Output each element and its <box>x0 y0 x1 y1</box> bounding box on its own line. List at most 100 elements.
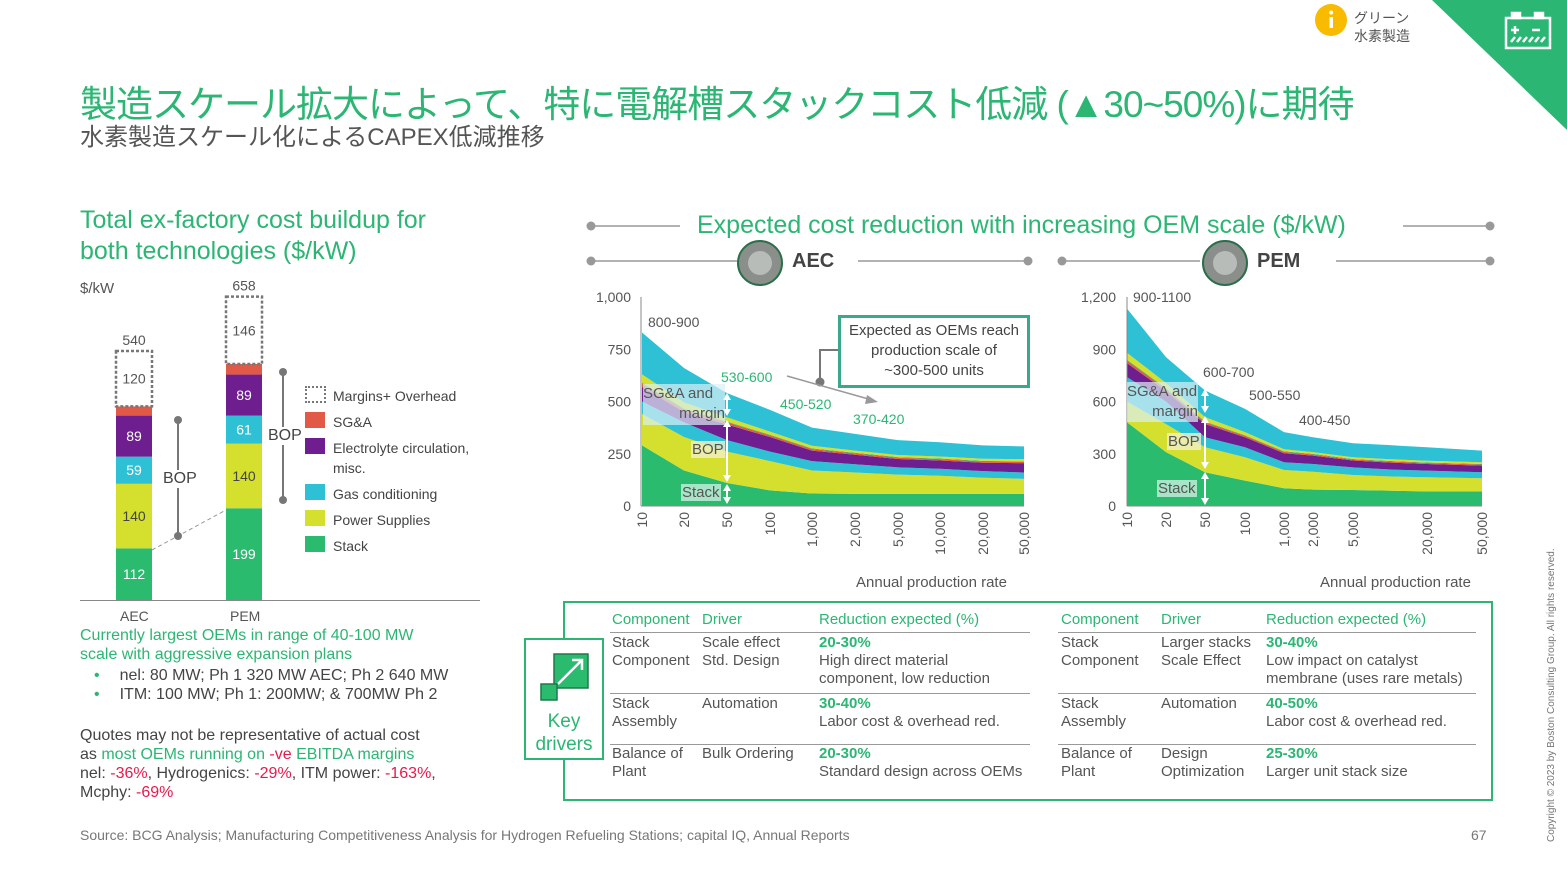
scale-up-icon <box>540 653 589 701</box>
arrow-head <box>723 409 731 416</box>
x-tick-label: 50,000 <box>1016 512 1032 555</box>
bracket-dot <box>174 416 182 424</box>
category-line: グリーン <box>1354 10 1410 26</box>
bar-baseline <box>80 600 480 601</box>
row-separator <box>610 632 1030 633</box>
title-line: both technologies ($/kW) <box>80 237 357 265</box>
key-drivers-box: Key drivers <box>524 638 604 760</box>
x-tick-label: 20,000 <box>975 512 991 555</box>
bracket-dot <box>279 496 287 504</box>
arrow-head <box>1201 389 1209 396</box>
cell-component: Balance of Plant <box>1061 745 1132 781</box>
bar-segment <box>116 548 152 600</box>
legend-swatch <box>305 412 325 428</box>
label-line: drivers <box>535 734 593 755</box>
cell-line: Labor cost & overhead red. <box>819 713 1000 730</box>
x-tick-label: 10 <box>1119 512 1135 528</box>
bar-segment <box>116 406 152 416</box>
y-tick-label: 1,200 <box>1081 289 1116 305</box>
bar-value-label: 61 <box>236 422 252 438</box>
area-layer <box>1127 401 1482 492</box>
bar-segment <box>116 415 152 457</box>
note-line: Currently largest OEMs in range of 40-10… <box>80 627 414 644</box>
bar-segment <box>226 508 262 600</box>
y-tick-label: 750 <box>608 341 632 357</box>
y-tick-label: 900 <box>1093 341 1117 357</box>
right-section-title: Expected cost reduction with increasing … <box>697 211 1346 239</box>
cell-driver: Bulk Ordering <box>702 745 794 763</box>
cell-line: Stack <box>612 634 650 651</box>
cell-line: Automation <box>702 695 778 712</box>
x-tick-label: 2,000 <box>1305 512 1321 547</box>
overlay-sga-margin: SG&A and margin <box>643 384 725 425</box>
column-header: Driver <box>1161 611 1201 628</box>
arrow-head <box>1201 498 1209 505</box>
legend-swatch <box>305 536 325 552</box>
copyright: Copyright © 2023 by Boston Consulting Gr… <box>1546 548 1557 842</box>
bullet-text: ITM: 100 MW; Ph 1: 200MW; & 700MW Ph 2 <box>119 686 438 703</box>
x-tick-label: 50 <box>719 512 735 528</box>
range-annotation: 530-600 <box>721 369 773 385</box>
info-icon[interactable] <box>1315 4 1347 36</box>
cell-line: Design <box>1161 745 1208 762</box>
column-header: Component <box>612 611 690 628</box>
callout-line: production scale of <box>871 342 997 359</box>
bar-value-label: 112 <box>123 566 146 582</box>
bop-label-pem: BOP <box>268 427 302 445</box>
legend-swatch <box>305 510 325 526</box>
bar-total-label: 658 <box>232 278 256 294</box>
bar-value-label: 89 <box>126 428 142 444</box>
page-title: 製造スケール拡大によって、特に電解槽スタックコスト低減 (▲30~50%)に期待 <box>80 84 1355 125</box>
cell-component: Stack Component <box>1061 634 1139 670</box>
area-layer <box>1127 422 1482 506</box>
bar-segment <box>226 443 262 509</box>
overlay-bop: BOP <box>691 441 725 458</box>
arrow-head <box>1201 462 1209 469</box>
reduction-pct: 25-30% <box>1266 745 1318 762</box>
y-tick-label: 500 <box>608 394 632 410</box>
cell-driver: Scale effect Std. Design <box>702 634 780 670</box>
cell-line: Optimization <box>1161 763 1245 780</box>
cell-line: membrane (uses rare metals) <box>1266 670 1463 687</box>
row-separator <box>610 744 1030 745</box>
bar-segment-margins <box>224 295 264 366</box>
cell-line: Standard design across OEMs <box>819 763 1023 780</box>
bar-value-label: 199 <box>232 546 256 562</box>
cell-line: Bulk Ordering <box>702 745 794 762</box>
y-tick-label: 250 <box>608 446 632 462</box>
quote-red: -ve <box>269 746 292 763</box>
cell-line: Balance of <box>1061 745 1132 762</box>
scale-callout: Expected as OEMs reach production scale … <box>838 315 1030 388</box>
cell-line: Low impact on catalyst <box>1266 652 1418 669</box>
sep: , <box>147 765 157 782</box>
legend-label: Gas conditioning <box>333 486 438 502</box>
cell-reduction: 25-30% Larger unit stack size <box>1266 745 1408 781</box>
legend-label: Stack <box>333 538 369 554</box>
cell-driver: Larger stacks Scale Effect <box>1161 634 1251 670</box>
quotes-note: Quotes may not be representative of actu… <box>80 726 436 802</box>
cell-line: Balance of <box>612 745 683 762</box>
aec-x-axis-title: Annual production rate <box>856 574 1007 591</box>
bar-segment <box>116 456 152 484</box>
x-tick-label: 5,000 <box>890 512 906 547</box>
bar-category-aec: AEC <box>120 608 149 624</box>
reduction-pct: 30-40% <box>1266 634 1318 651</box>
cell-line: Larger unit stack size <box>1266 763 1408 780</box>
cell-line: High direct material <box>819 652 949 669</box>
arrow-head <box>723 484 731 491</box>
bracket-dot <box>174 532 182 540</box>
arrow-head <box>723 497 731 504</box>
y-tick-label: 1,000 <box>596 289 631 305</box>
legend-label: Margins+ Overhead <box>333 388 457 404</box>
legend-swatch <box>305 386 326 403</box>
area-layer <box>642 445 1024 506</box>
rule-dot <box>1485 256 1495 266</box>
bar-category-pem: PEM <box>230 608 261 624</box>
arrow-head <box>723 475 731 482</box>
cell-line: Automation <box>1161 695 1237 712</box>
x-tick-label: 20 <box>676 512 692 528</box>
overlay-text: margin <box>1152 403 1198 420</box>
range-annotation: 600-700 <box>1203 364 1255 380</box>
cell-reduction: 30-40% Labor cost & overhead red. <box>819 695 1000 731</box>
company: Hydrogenics: <box>156 765 255 782</box>
